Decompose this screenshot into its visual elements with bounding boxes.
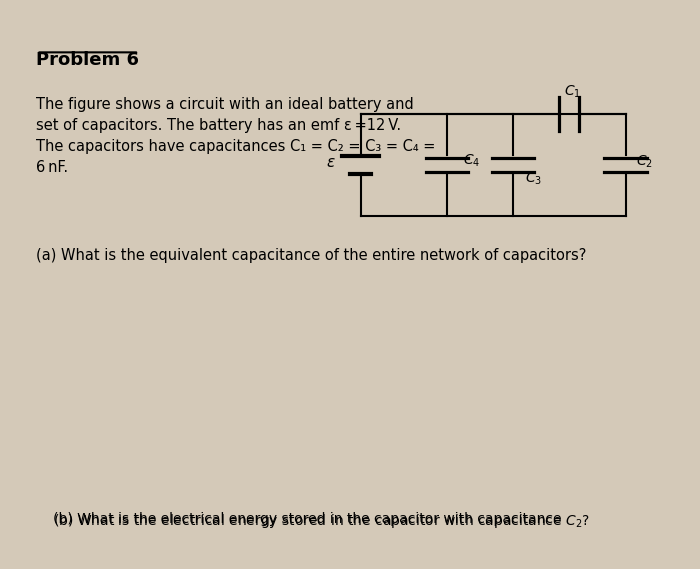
Text: (b) What is the electrical energy stored in the capacitor with capacitance: (b) What is the electrical energy stored… <box>53 512 566 526</box>
Text: $C_4$: $C_4$ <box>463 152 481 168</box>
Text: The figure shows a circuit with an ideal battery and
set of capacitors. The batt: The figure shows a circuit with an ideal… <box>36 97 436 175</box>
Text: (a) What is the equivalent capacitance of the entire network of capacitors?: (a) What is the equivalent capacitance o… <box>36 248 587 262</box>
Text: $C_1$: $C_1$ <box>564 83 581 100</box>
Text: ε: ε <box>326 155 335 170</box>
Text: $C_3$: $C_3$ <box>525 171 542 187</box>
Text: Problem 6: Problem 6 <box>36 51 139 69</box>
Text: (b) What is the electrical energy stored in the capacitor with capacitance $C_2$: (b) What is the electrical energy stored… <box>53 512 590 530</box>
Text: $C_2$: $C_2$ <box>636 154 652 170</box>
